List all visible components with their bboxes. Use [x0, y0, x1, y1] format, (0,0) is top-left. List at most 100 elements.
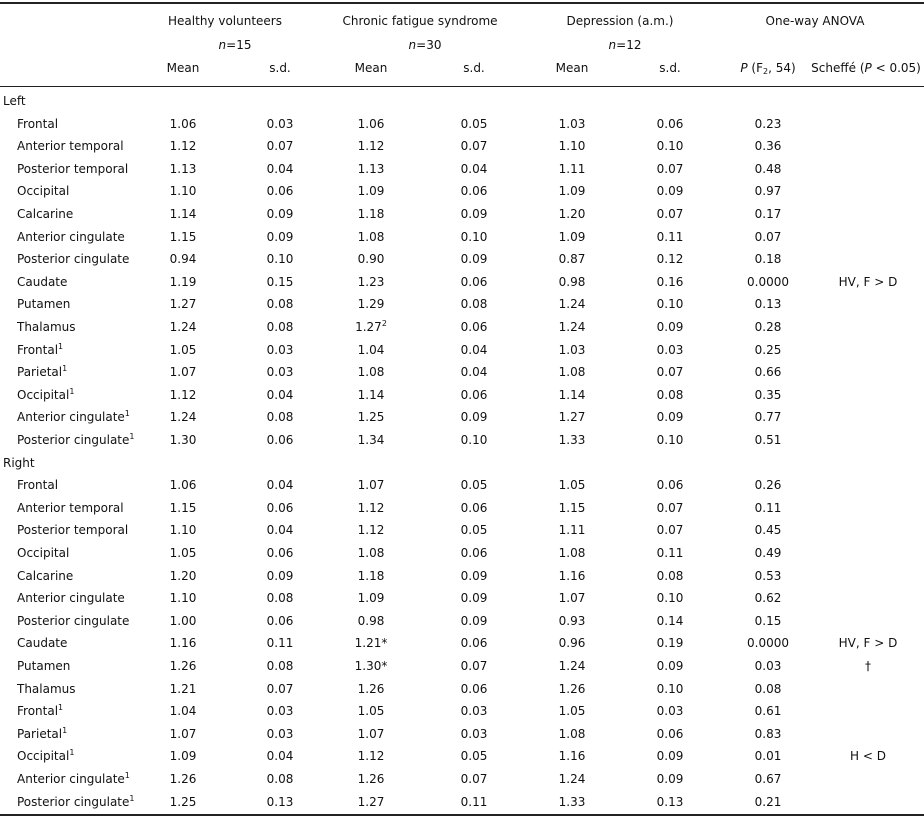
cell: 0.07 [266, 681, 294, 696]
cell: 0.08 [266, 659, 294, 673]
group-title: Chronic fatigue syndrome [342, 14, 498, 28]
cell: 1.18 [357, 207, 385, 221]
cell: 1.16 [558, 568, 586, 583]
cell: 0.09 [266, 229, 294, 244]
cell: 0.07 [656, 365, 684, 380]
cell: 1.07 [357, 726, 385, 741]
region-label: Posterior cingulate1 [17, 433, 134, 447]
footnote-mark: 1 [129, 793, 135, 803]
cell: 0.11 [656, 229, 684, 244]
cell: 1.03 [558, 116, 586, 131]
cell: 0.03 [266, 726, 294, 741]
cell: 0.06 [460, 274, 488, 289]
cell: 0.04 [266, 478, 294, 493]
cell: 0.77 [754, 410, 782, 425]
cell: 0.06 [656, 116, 684, 131]
cell: 1.12 [357, 749, 385, 764]
region-label: Thalamus [17, 321, 76, 333]
cell: 1.14 [558, 387, 586, 402]
region-label: Posterior cingulate [17, 615, 129, 627]
cell: 0.06 [460, 387, 488, 402]
cell: 0.06 [266, 546, 294, 560]
cell: 0.06 [656, 478, 684, 493]
cell: 1.26 [357, 772, 385, 786]
region-name: Calcarine [17, 568, 74, 583]
cell: 0.06 [656, 726, 684, 741]
cell: 0.16 [656, 274, 684, 289]
cell: 0.94 [169, 252, 197, 267]
section-label: Right [3, 455, 35, 470]
cell: 1.24 [558, 320, 586, 334]
cell: 1.08 [558, 546, 586, 560]
header-rule [0, 86, 924, 87]
cell: 1.09 [169, 749, 197, 764]
region-name: Putamen [17, 659, 71, 673]
cell: 0.08 [266, 297, 294, 312]
cell: 0.25 [754, 342, 782, 357]
cell: 0.03 [460, 704, 488, 719]
cell: 0.14 [656, 613, 684, 628]
region-name: Posterior cingulate [17, 613, 130, 628]
cell: 1.09 [357, 184, 385, 199]
scheffe-cell: HV, F > D [838, 274, 898, 289]
cell: 1.21* [354, 636, 388, 651]
cell: 1.08 [357, 365, 385, 380]
cell: 1.07 [169, 365, 197, 380]
section-label: Left [3, 94, 26, 108]
cell: 0.06 [266, 433, 294, 447]
cell: 1.07 [169, 726, 197, 741]
cell: 0.09 [460, 252, 488, 267]
scheffe-cell: † [865, 659, 871, 673]
region-name: Occipital [17, 387, 70, 402]
region-name: Frontal [17, 342, 59, 357]
cell: 0.08 [460, 297, 488, 312]
n-value: =12 [616, 38, 642, 52]
region-label: Frontal [17, 118, 58, 130]
cell: 1.34 [357, 433, 385, 447]
cell: 0.03 [266, 116, 294, 131]
cell: 0.96 [558, 636, 586, 651]
region-name: Calcarine [17, 207, 74, 221]
cell: 0.09 [656, 659, 684, 673]
region-label: Putamen [17, 298, 70, 310]
cell: 0.51 [754, 433, 782, 447]
region-label: Posterior cingulate1 [17, 793, 135, 809]
cell: 0.06 [460, 184, 488, 199]
region-name: Occipital [17, 546, 70, 560]
group-title: Depression (a.m.) [566, 14, 674, 28]
cell: 1.24 [558, 772, 586, 786]
region-name: Frontal [17, 478, 59, 493]
cell: 0.07 [460, 772, 488, 786]
cell: 0.13 [754, 297, 782, 312]
cell: 1.13 [169, 161, 197, 176]
cell: 0.66 [754, 365, 782, 380]
cell: 0.09 [460, 591, 488, 606]
cell: 0.03 [754, 659, 782, 673]
region-label: Anterior cingulate [17, 592, 125, 604]
cell: 0.07 [460, 659, 488, 673]
cell: 0.08 [656, 387, 684, 402]
cell: 0.07 [656, 523, 684, 538]
cell: 1.27 [169, 297, 197, 312]
cell: 1.04 [357, 342, 385, 357]
region-label: Anterior temporal [17, 502, 124, 514]
cell: 0.05 [460, 749, 488, 764]
cell: 0.03 [266, 365, 294, 380]
region-label: Posterior temporal [17, 524, 128, 536]
cell: 0.10 [460, 433, 488, 447]
cell: 0.08 [266, 320, 294, 334]
cell: 1.16 [169, 636, 197, 651]
region-name: Posterior cingulate [17, 794, 130, 809]
group-title: Healthy volunteers [168, 14, 282, 28]
cell: 0.10 [656, 139, 684, 154]
cell: 1.09 [558, 229, 586, 244]
cell: 1.08 [357, 546, 385, 560]
cell: 0.17 [754, 207, 782, 221]
cell: 0.09 [460, 568, 488, 583]
cell: 0.11 [460, 794, 488, 809]
cell: 0.10 [266, 252, 294, 267]
n-value: =30 [416, 38, 442, 52]
cell: 1.08 [357, 229, 385, 244]
cell: 1.10 [169, 184, 197, 199]
cell: 0.36 [754, 139, 782, 154]
